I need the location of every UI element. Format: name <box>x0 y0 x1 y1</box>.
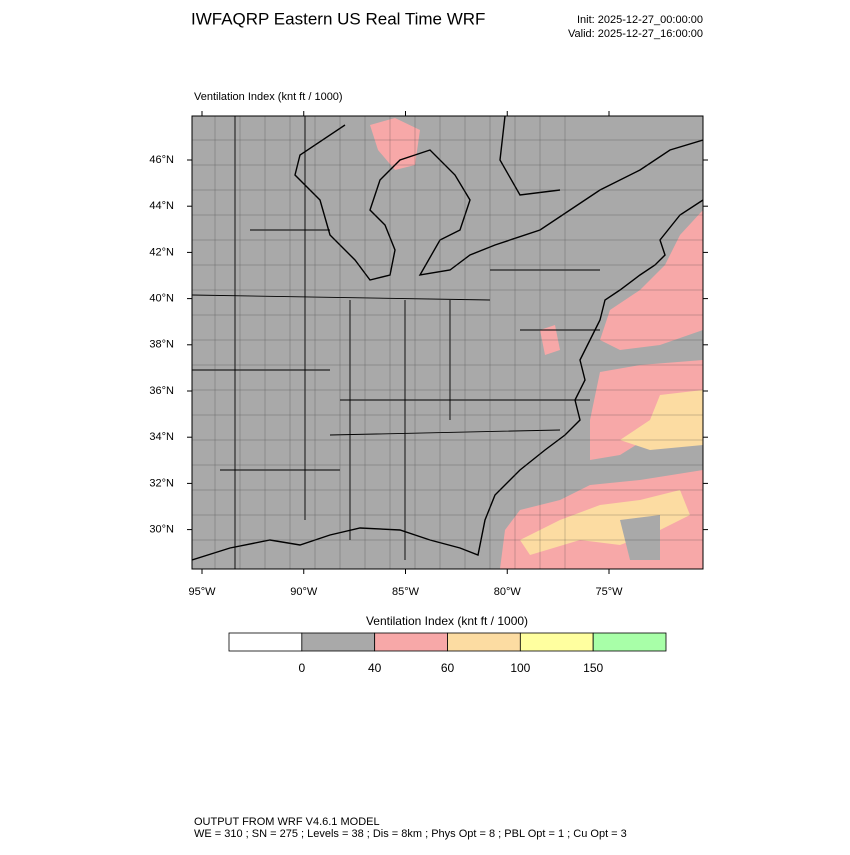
init-time: Init: 2025-12-27_00:00:00 <box>577 14 703 26</box>
lat-label: 40°N <box>149 293 174 305</box>
colorbar-box <box>519 632 594 652</box>
colorbar-box <box>447 632 521 652</box>
footer-line: WE = 310 ; SN = 275 ; Levels = 38 ; Dis … <box>194 828 627 840</box>
colorbar-tick-label: 0 <box>298 661 305 675</box>
ocean-patch <box>590 360 703 460</box>
lat-label: 46°N <box>149 154 174 166</box>
lat-label: 34°N <box>149 431 174 443</box>
map <box>192 116 703 569</box>
colorbar-box <box>301 632 376 652</box>
lat-label: 44°N <box>149 200 174 212</box>
lat-label: 38°N <box>149 339 174 351</box>
colorbar-title: Ventilation Index (knt ft / 1000) <box>366 614 528 628</box>
map-label: Ventilation Index (knt ft / 1000) <box>194 91 343 103</box>
lat-label: 30°N <box>149 524 174 536</box>
colorbar: 0 40 60 100 150 <box>228 632 667 675</box>
colorbar-box <box>592 632 667 652</box>
ocean-patch <box>520 490 690 555</box>
lat-label: 42°N <box>149 246 174 258</box>
map-frame <box>191 115 704 570</box>
lon-label: 90°W <box>290 586 318 598</box>
lon-label: 95°W <box>188 586 216 598</box>
ocean-patch <box>620 390 703 450</box>
colorbar-tick-label: 40 <box>368 661 382 675</box>
lat-label: 32°N <box>149 477 174 489</box>
valid-time: Valid: 2025-12-27_16:00:00 <box>568 28 703 40</box>
colorbar-box <box>374 632 448 652</box>
footer-line: OUTPUT FROM WRF V4.6.1 MODEL <box>194 816 380 828</box>
colorbar-tick-label: 150 <box>583 661 603 675</box>
ocean-patch <box>620 515 660 560</box>
lat-label: 36°N <box>149 385 174 397</box>
colorbar-tick-label: 60 <box>441 661 455 675</box>
colorbar-tick-label: 100 <box>510 661 530 675</box>
lon-label: 85°W <box>392 586 420 598</box>
lon-label: 80°W <box>494 586 522 598</box>
title: IWFAQRP Eastern US Real Time WRF <box>191 9 485 28</box>
colorbar-box <box>228 632 303 652</box>
lon-label: 75°W <box>595 586 623 598</box>
map-ticks: 46°N 44°N 42°N 40°N 38°N 36°N 34°N 32°N 30°N 95°W… <box>149 111 708 598</box>
